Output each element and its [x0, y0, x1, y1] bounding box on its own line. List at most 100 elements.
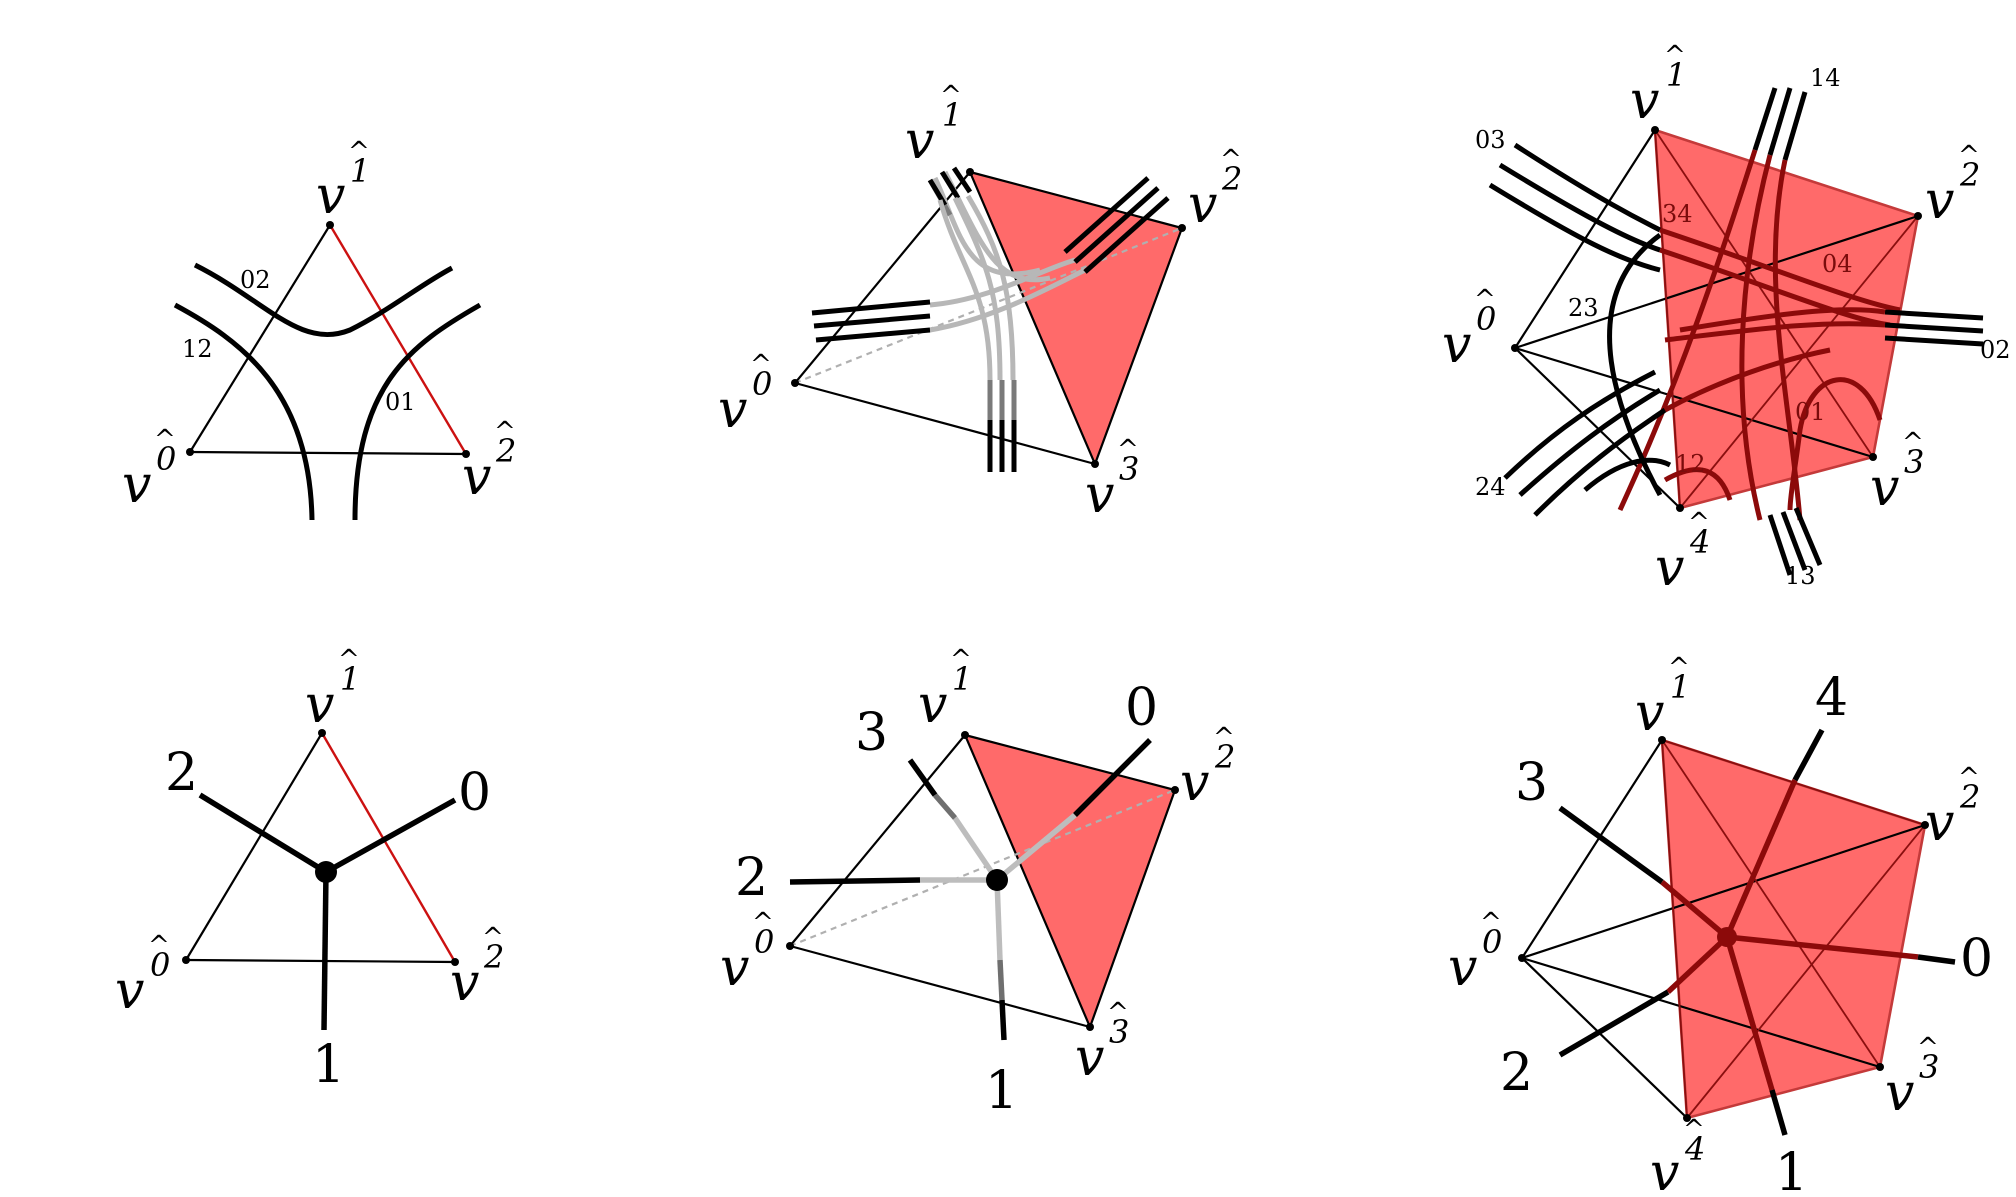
svg-text:v: v: [718, 380, 747, 440]
strand-02: [193, 262, 454, 338]
svg-text:^: ^: [1688, 508, 1710, 538]
strand-24-inside: [1663, 347, 1831, 413]
pent-diag-13: [1661, 739, 1881, 1068]
strand-13: [1793, 507, 1823, 566]
tetra-edge-02-hidden: [794, 226, 1183, 385]
panel-pentagon-tree: 4 3 0 2 1 v 1 ^ v 2 ^ v 0 ^ v 3 ^ v 4 ^: [1448, 653, 1993, 1197]
pent-edge-01: [1521, 739, 1663, 959]
svg-text:v: v: [1448, 938, 1477, 998]
svg-text:v: v: [1925, 171, 1954, 231]
vertex-label-1: v 1 ^: [316, 137, 370, 226]
vertex-label-0: v 0 ^: [720, 908, 774, 998]
svg-text:1: 1: [340, 660, 360, 698]
panel-tetra-tree: 3 0 2 1 v 1 ^ v 2 ^ v 0 ^ v 3 ^: [720, 645, 1235, 1121]
strand-13: [1780, 511, 1808, 571]
tree-node: [315, 861, 337, 883]
svg-text:^: ^: [1902, 428, 1924, 458]
pent-edge-03: [1521, 956, 1881, 1069]
leg-label: 0: [1960, 929, 1993, 989]
tree-leg-2-inside: [1666, 934, 1729, 995]
tree-leg-3-inside: [1660, 879, 1729, 940]
vertex-label-3: v 3 ^: [1870, 428, 1924, 518]
tree-leg-2: [198, 792, 328, 875]
panel-triangle-tree: 2 0 1 v 1 ^ v 0 ^ v 2 ^: [115, 645, 504, 1095]
svg-text:v: v: [918, 675, 947, 735]
vertex-dot-3: [1876, 1063, 1884, 1071]
tree-leg-1-inside: [1724, 936, 1775, 1091]
pent-edge-14: [1661, 739, 1688, 1119]
strand-14: [1752, 87, 1778, 151]
tetra-face-red: [963, 733, 1177, 1031]
vertex-label-2: v 2 ^: [462, 417, 516, 507]
strand-12: [173, 302, 315, 521]
leg-label: 0: [458, 763, 491, 823]
svg-text:^: ^: [1474, 285, 1496, 315]
strand-label: 12: [1675, 450, 1706, 478]
vertex-label-3: v 3 ^: [1885, 1033, 1939, 1123]
svg-text:^: ^: [1213, 723, 1235, 753]
svg-text:^: ^: [1683, 1115, 1705, 1145]
pent-edge-03: [1514, 346, 1874, 459]
panel-triangle-strands: 02 12 01 v 1 ^ v 0 ^ v 2 ^: [122, 137, 516, 521]
strand-horizontal-dim: [929, 267, 1087, 333]
svg-text:4: 4: [1689, 523, 1710, 561]
leg-label: 2: [1500, 1043, 1533, 1103]
svg-text:0: 0: [1482, 923, 1502, 961]
strand-12-inside: [1663, 467, 1733, 501]
tree-leg-3-hidden: [952, 816, 1000, 882]
strand-14: [1782, 91, 1808, 161]
triangle-edge-12-highlight: [328, 224, 468, 455]
vertex-dot-2: [1921, 821, 1929, 829]
tree-leg-1: [1769, 1089, 1788, 1136]
vertex-label-2: v 2 ^: [1180, 723, 1235, 813]
vertex-label-3: v 3 ^: [1075, 998, 1129, 1088]
vertex-label-1: v 1 ^: [305, 645, 360, 735]
vertex-label-2: v 2 ^: [1188, 145, 1242, 235]
tree-leg-1: [321, 871, 329, 1031]
strand-left: [813, 313, 931, 329]
tree-leg-3: [1558, 805, 1664, 885]
vertex-dot-3: [1091, 460, 1099, 468]
svg-text:^: ^: [950, 645, 972, 675]
pent-edge-02: [1514, 214, 1919, 350]
strand-13: [1767, 514, 1793, 576]
svg-text:^: ^: [1480, 908, 1502, 938]
vertex-label-2: v 2 ^: [1925, 141, 1980, 231]
triangle-edge-12-highlight: [320, 732, 457, 963]
strand-02-inside: [1664, 321, 1886, 343]
svg-text:3: 3: [1904, 443, 1924, 481]
leg-label: 2: [165, 743, 198, 803]
tree-leg-1-mid: [997, 959, 1005, 1001]
svg-text:^: ^: [338, 645, 360, 675]
strand-24: [1533, 407, 1667, 517]
leg-label: 3: [1515, 753, 1548, 813]
strand-right: [1073, 186, 1160, 264]
strand-top: [939, 170, 961, 200]
svg-text:4: 4: [1684, 1130, 1705, 1168]
svg-text:v: v: [1885, 1063, 1914, 1123]
strand-label: 23: [1568, 294, 1599, 322]
vertex-dot-2: [1178, 224, 1186, 232]
pentagon-face-red: [1660, 738, 1927, 1120]
svg-text:v: v: [316, 166, 345, 226]
svg-text:v: v: [720, 938, 749, 998]
tetra-edge-02-hidden: [789, 788, 1176, 948]
svg-text:v: v: [450, 953, 479, 1013]
vertex-dot-0: [182, 956, 190, 964]
tree-leg-1: [999, 999, 1007, 1041]
vertex-dot-0: [1511, 344, 1519, 352]
vertex-dot-1: [1651, 126, 1659, 134]
svg-text:v: v: [1925, 793, 1954, 853]
strand-label: 04: [1822, 250, 1853, 278]
svg-text:0: 0: [156, 440, 176, 478]
svg-text:^: ^: [1917, 1033, 1939, 1063]
vertex-label-0: v 0 ^: [122, 425, 176, 515]
strand-14: [1767, 87, 1793, 156]
svg-text:2: 2: [1959, 778, 1980, 816]
strand-03-inside: [1659, 227, 1901, 313]
tree-leg-0-hidden: [995, 812, 1077, 883]
pent-diag-24: [1679, 215, 1919, 509]
svg-text:v: v: [1655, 538, 1684, 598]
tree-leg-2: [789, 877, 921, 885]
strand-top: [951, 166, 973, 194]
